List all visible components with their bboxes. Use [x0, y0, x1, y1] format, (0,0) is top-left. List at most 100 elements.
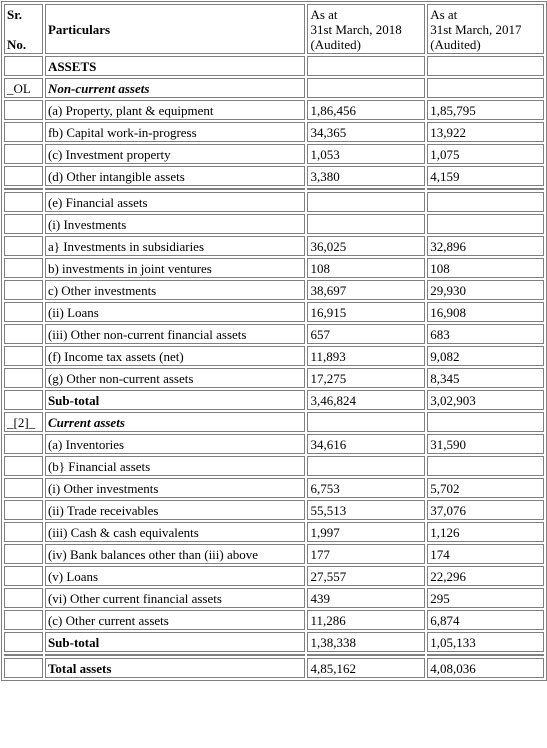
- sr-no-cell: [4, 144, 43, 164]
- particulars-cell: Sub-total: [45, 390, 306, 410]
- particulars-cell: c) Other investments: [45, 280, 306, 300]
- separator-cell: [45, 188, 306, 190]
- value-2017-cell: 37,076: [427, 500, 544, 520]
- value-2017-cell: [427, 56, 544, 76]
- header-sr-line1: Sr.: [7, 7, 22, 22]
- separator-row: [4, 188, 544, 190]
- particulars-cell: Current assets: [45, 412, 306, 432]
- separator-cell: [307, 188, 425, 190]
- particulars-cell: (d) Other intangible assets: [45, 166, 306, 186]
- value-2017-cell: 1,075: [427, 144, 544, 164]
- header-particulars: Particulars: [45, 4, 306, 54]
- value-2018-cell: 27,557: [307, 566, 425, 586]
- sr-no-cell: [4, 390, 43, 410]
- sr-no-cell: [4, 544, 43, 564]
- value-2017-cell: 174: [427, 544, 544, 564]
- sr-no-cell: [4, 236, 43, 256]
- particulars-cell: a} Investments in subsidiaries: [45, 236, 306, 256]
- sr-no-cell: [4, 658, 43, 678]
- sr-no-cell: [4, 368, 43, 388]
- value-2017-cell: 108: [427, 258, 544, 278]
- value-2018-cell: 4,85,162: [307, 658, 425, 678]
- header-2017-line3: (Audited): [430, 37, 481, 52]
- table-row: (d) Other intangible assets 3,380 4,159: [4, 166, 544, 186]
- value-2017-cell: 16,908: [427, 302, 544, 322]
- sr-no-cell: _OL: [4, 78, 43, 98]
- sr-no-cell: [4, 478, 43, 498]
- value-2018-cell: [307, 192, 425, 212]
- sr-no-cell: [4, 280, 43, 300]
- particulars-cell: (b} Financial assets: [45, 456, 306, 476]
- sr-no-cell: [4, 588, 43, 608]
- header-2017: As at 31st March, 2017 (Audited): [427, 4, 544, 54]
- value-2017-cell: 22,296: [427, 566, 544, 586]
- particulars-cell: Non-current assets: [45, 78, 306, 98]
- particulars-cell: (f) Income tax assets (net): [45, 346, 306, 366]
- value-2018-cell: 177: [307, 544, 425, 564]
- value-2017-cell: 683: [427, 324, 544, 344]
- value-2017-cell: 3,02,903: [427, 390, 544, 410]
- sr-no-cell: [4, 434, 43, 454]
- sr-no-cell: [4, 610, 43, 630]
- sr-no-cell: [4, 632, 43, 652]
- table-row: (vi) Other current financial assets 439 29…: [4, 588, 544, 608]
- header-sr-no: Sr. No.: [4, 4, 43, 54]
- particulars-cell: ASSETS: [45, 56, 306, 76]
- table-row: Sub-total 3,46,824 3,02,903: [4, 390, 544, 410]
- value-2017-cell: 8,345: [427, 368, 544, 388]
- sr-no-cell: [4, 192, 43, 212]
- particulars-cell: b) investments in joint ventures: [45, 258, 306, 278]
- value-2018-cell: 11,893: [307, 346, 425, 366]
- header-2018-line3: (Audited): [310, 37, 361, 52]
- table-row: (b} Financial assets: [4, 456, 544, 476]
- value-2018-cell: 34,616: [307, 434, 425, 454]
- balance-sheet-document: Sr. No. Particulars As at 31st March, 2018…: [1, 1, 547, 681]
- particulars-cell: (i) Other investments: [45, 478, 306, 498]
- table-row: (i) Investments: [4, 214, 544, 234]
- value-2017-cell: 6,874: [427, 610, 544, 630]
- value-2018-cell: 34,365: [307, 122, 425, 142]
- value-2018-cell: 1,86,456: [307, 100, 425, 120]
- value-2018-cell: 1,997: [307, 522, 425, 542]
- table-row: (a) Inventories 34,616 31,590: [4, 434, 544, 454]
- sr-no-cell: [4, 122, 43, 142]
- value-2018-cell: 1,053: [307, 144, 425, 164]
- table-row: (ii) Loans 16,915 16,908: [4, 302, 544, 322]
- value-2018-cell: [307, 214, 425, 234]
- value-2018-cell: 55,513: [307, 500, 425, 520]
- table-row: ASSETS: [4, 56, 544, 76]
- separator-row: [4, 654, 544, 656]
- particulars-cell: (ii) Loans: [45, 302, 306, 322]
- particulars-cell: (ii) Trade receivables: [45, 500, 306, 520]
- value-2018-cell: 6,753: [307, 478, 425, 498]
- value-2017-cell: [427, 192, 544, 212]
- particulars-cell: fb) Capital work-in-progress: [45, 122, 306, 142]
- table-row: (c) Other current assets 11,286 6,874: [4, 610, 544, 630]
- particulars-cell: (iii) Other non-current financial assets: [45, 324, 306, 344]
- particulars-cell: (c) Investment property: [45, 144, 306, 164]
- value-2018-cell: 1,38,338: [307, 632, 425, 652]
- value-2018-cell: 657: [307, 324, 425, 344]
- value-2017-cell: 13,922: [427, 122, 544, 142]
- assets-table-body: Sr. No. Particulars As at 31st March, 2018…: [4, 4, 544, 678]
- separator-cell: [45, 654, 306, 656]
- particulars-cell: (c) Other current assets: [45, 610, 306, 630]
- table-row: fb) Capital work-in-progress 34,365 13,922: [4, 122, 544, 142]
- value-2018-cell: 16,915: [307, 302, 425, 322]
- header-2018: As at 31st March, 2018 (Audited): [307, 4, 425, 54]
- table-row: (f) Income tax assets (net) 11,893 9,082: [4, 346, 544, 366]
- table-row: c) Other investments 38,697 29,930: [4, 280, 544, 300]
- table-row: (v) Loans 27,557 22,296: [4, 566, 544, 586]
- table-row: (a) Property, plant & equipment 1,86,456 1…: [4, 100, 544, 120]
- sr-no-cell: _[2]_: [4, 412, 43, 432]
- particulars-cell: Sub-total: [45, 632, 306, 652]
- table-row: (iv) Bank balances other than (iii) abov…: [4, 544, 544, 564]
- sr-no-cell: [4, 258, 43, 278]
- table-row: a} Investments in subsidiaries 36,025 32,8…: [4, 236, 544, 256]
- assets-table: Sr. No. Particulars As at 31st March, 2018…: [1, 1, 547, 681]
- sr-no-cell: [4, 522, 43, 542]
- value-2017-cell: 29,930: [427, 280, 544, 300]
- particulars-cell: (a) Property, plant & equipment: [45, 100, 306, 120]
- value-2018-cell: 36,025: [307, 236, 425, 256]
- value-2018-cell: 439: [307, 588, 425, 608]
